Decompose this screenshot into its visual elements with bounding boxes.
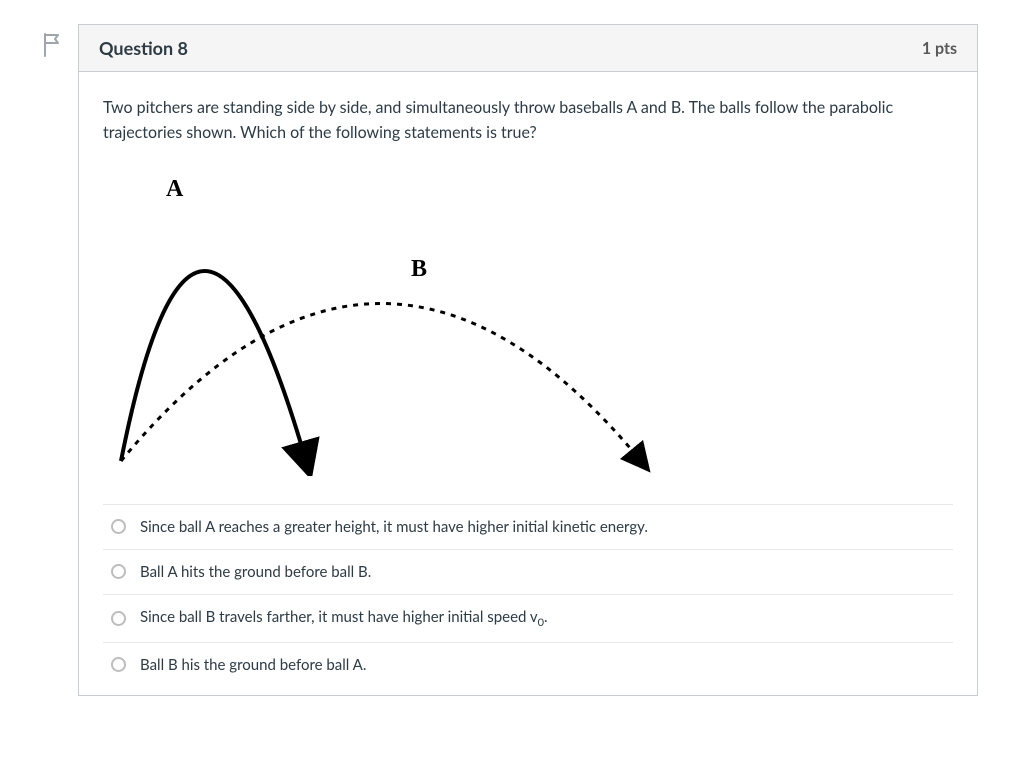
question-header: Question 8 1 pts bbox=[79, 25, 977, 72]
answer-list: Since ball A reaches a greater height, i… bbox=[103, 504, 953, 687]
answer-label: Ball B his the ground before ball A. bbox=[140, 656, 366, 674]
answer-option[interactable]: Since ball B travels farther, it must ha… bbox=[103, 594, 953, 642]
answer-label: Since ball B travels farther, it must ha… bbox=[140, 608, 548, 629]
answer-radio[interactable] bbox=[111, 657, 126, 672]
answer-radio[interactable] bbox=[111, 519, 126, 534]
question-title: Question 8 bbox=[99, 37, 188, 59]
quiz-page: Question 8 1 pts Two pitchers are standi… bbox=[0, 0, 1024, 759]
answer-option[interactable]: Since ball A reaches a greater height, i… bbox=[103, 504, 953, 549]
answer-label: Since ball A reaches a greater height, i… bbox=[140, 518, 648, 536]
question-text: Two pitchers are standing side by side, … bbox=[103, 96, 953, 146]
svg-text:A: A bbox=[166, 176, 184, 202]
flag-question-icon[interactable] bbox=[42, 32, 64, 62]
svg-text:B: B bbox=[411, 256, 427, 282]
answer-radio[interactable] bbox=[111, 611, 126, 626]
answer-label: Ball A hits the ground before ball B. bbox=[140, 563, 371, 581]
trajectory-figure: A B bbox=[111, 166, 953, 480]
answer-radio[interactable] bbox=[111, 564, 126, 579]
question-card: Question 8 1 pts Two pitchers are standi… bbox=[78, 24, 978, 696]
answer-option[interactable]: Ball B his the ground before ball A. bbox=[103, 642, 953, 687]
question-points: 1 pts bbox=[922, 39, 957, 58]
answer-option[interactable]: Ball A hits the ground before ball B. bbox=[103, 549, 953, 594]
question-body: Two pitchers are standing side by side, … bbox=[79, 72, 977, 695]
